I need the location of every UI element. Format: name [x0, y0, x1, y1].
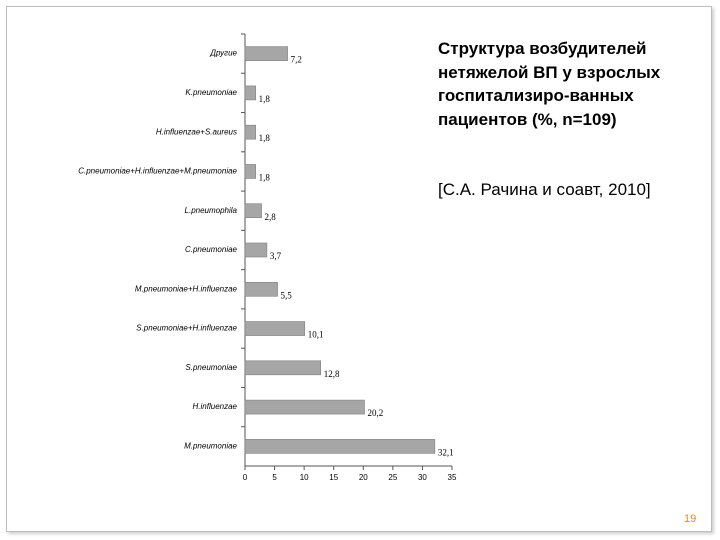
y-tick-label: Другие: [209, 49, 237, 58]
page-number: 19: [684, 513, 697, 525]
x-tick-label: 35: [448, 473, 457, 482]
value-label: 32,1: [438, 447, 454, 457]
value-label: 1,8: [259, 173, 271, 183]
y-tick-label: H.influenzae: [193, 402, 238, 411]
y-tick-label: C.pneumoniae+H.influenzae+M.pneumoniae: [78, 167, 237, 176]
bar: [244, 242, 268, 258]
value-label: 2,8: [265, 212, 277, 222]
bar: [244, 321, 306, 336]
value-label: 7,2: [291, 55, 302, 65]
value-label: 12,8: [324, 369, 340, 379]
y-tick-label: C.pneumoniae: [185, 245, 238, 254]
x-tick-label: 10: [300, 473, 309, 482]
y-tick-label: S.pneumoniae: [185, 363, 237, 372]
value-label: 1,8: [259, 94, 271, 104]
y-tick-label: M.pneumoniae+H.influenzae: [135, 284, 238, 293]
x-tick-label: 20: [359, 473, 368, 482]
bar: [244, 164, 256, 179]
value-label: 1,8: [259, 133, 271, 143]
value-label: 10,1: [308, 330, 324, 340]
chart-subtitle: [С.А. Рачина и соавт, 2010]: [438, 180, 651, 199]
bar: [244, 46, 288, 61]
x-tick-label: 5: [272, 473, 277, 482]
value-label: 20,2: [367, 408, 383, 418]
bar: [244, 85, 256, 101]
y-tick-label: K.pneumoniae: [185, 88, 237, 97]
bar: [244, 203, 262, 219]
y-tick-label: L.pneumophila: [185, 206, 238, 215]
chart-title: Структура возбудителей нетяжелой ВП у вз…: [438, 39, 661, 129]
bar: [244, 360, 322, 376]
x-tick-label: 15: [329, 473, 338, 482]
y-tick-label: H.influenzae+S.aureus: [156, 127, 237, 136]
x-tick-label: 0: [243, 473, 248, 482]
value-label: 3,7: [270, 251, 282, 261]
bar: [244, 439, 436, 454]
x-tick-label: 25: [388, 473, 397, 482]
y-tick-label: M.pneumoniae: [184, 441, 237, 450]
x-tick-label: 30: [418, 473, 427, 482]
bar: [244, 281, 278, 297]
y-tick-label: S.pneumoniae+H.influenzae: [136, 324, 237, 333]
bar: [244, 399, 365, 415]
value-label: 5,5: [281, 290, 293, 300]
slide-frame: [6, 6, 712, 532]
bar: [244, 124, 256, 140]
